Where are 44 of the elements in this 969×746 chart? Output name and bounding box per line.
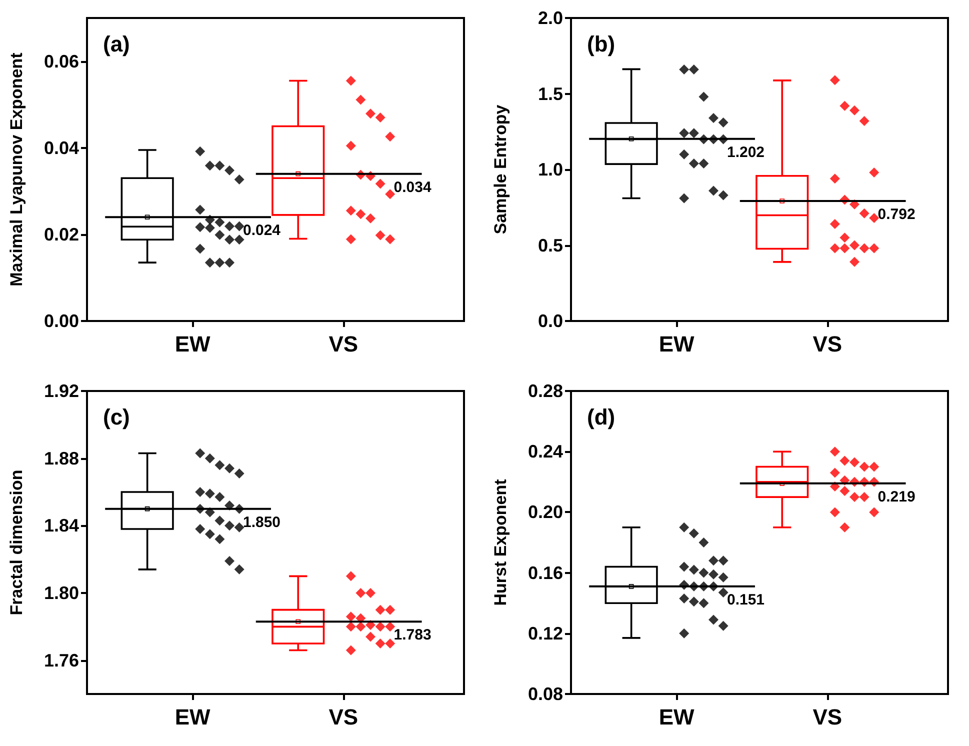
y-axis-title: Fractal dimension — [7, 470, 26, 616]
y-tick-label: 0.06 — [44, 51, 79, 72]
y-tick-label: 0.5 — [538, 235, 563, 256]
y-tick-label: 0.08 — [528, 684, 563, 704]
ref-line-label: 1.783 — [394, 626, 432, 644]
y-tick-label: 1.76 — [44, 650, 79, 670]
ref-line-label: 0.792 — [878, 206, 916, 224]
y-tick-label: 0.02 — [44, 224, 79, 244]
text: (c) — [103, 404, 130, 430]
y-tick-label: 0.12 — [528, 623, 563, 644]
y-axis-title: Hurst Exponent — [491, 478, 510, 606]
x-tick-label: EW — [658, 332, 695, 356]
y-tick-label: 1.80 — [44, 583, 79, 603]
x-tick-label: EW — [658, 704, 695, 730]
x-tick-label: VS — [328, 332, 358, 356]
x-tick-label: EW — [174, 704, 211, 730]
text: (b) — [587, 32, 616, 56]
y-tick-label: 0.20 — [528, 502, 563, 522]
y-tick-label: 1.5 — [538, 84, 563, 104]
y-tick-label: 0.00 — [44, 311, 79, 331]
text: (a) — [103, 32, 130, 56]
y-axis-title: Sample Entropy — [491, 104, 510, 234]
ref-line-label: 0.024 — [242, 222, 282, 240]
x-tick-label: VS — [812, 332, 842, 356]
y-tick-label: 2.0 — [538, 8, 563, 28]
y-tick-label: 1.88 — [44, 448, 79, 468]
y-axis-title: Maximal Lyapunov Exponent — [7, 52, 26, 286]
x-tick-label: VS — [328, 704, 358, 730]
ref-line-label: 1.850 — [242, 514, 281, 531]
y-tick-label: 0.16 — [528, 562, 563, 583]
x-tick-label: VS — [812, 704, 842, 730]
y-tick-label: 1.0 — [538, 160, 563, 180]
ref-line-label: 0.219 — [878, 488, 916, 506]
y-tick-label: 1.84 — [44, 516, 79, 536]
ref-line-label: 0.034 — [394, 178, 432, 196]
y-tick-label: 0.0 — [538, 311, 563, 331]
x-tick-label: EW — [174, 332, 211, 356]
y-tick-label: 1.92 — [44, 381, 79, 401]
ref-line-label: 1.202 — [726, 144, 765, 161]
text: (d) — [587, 404, 616, 430]
y-tick-label: 0.28 — [528, 381, 563, 401]
y-tick-label: 0.24 — [528, 442, 563, 462]
y-tick-label: 0.04 — [44, 138, 79, 158]
ref-line-label: 0.151 — [726, 591, 765, 608]
